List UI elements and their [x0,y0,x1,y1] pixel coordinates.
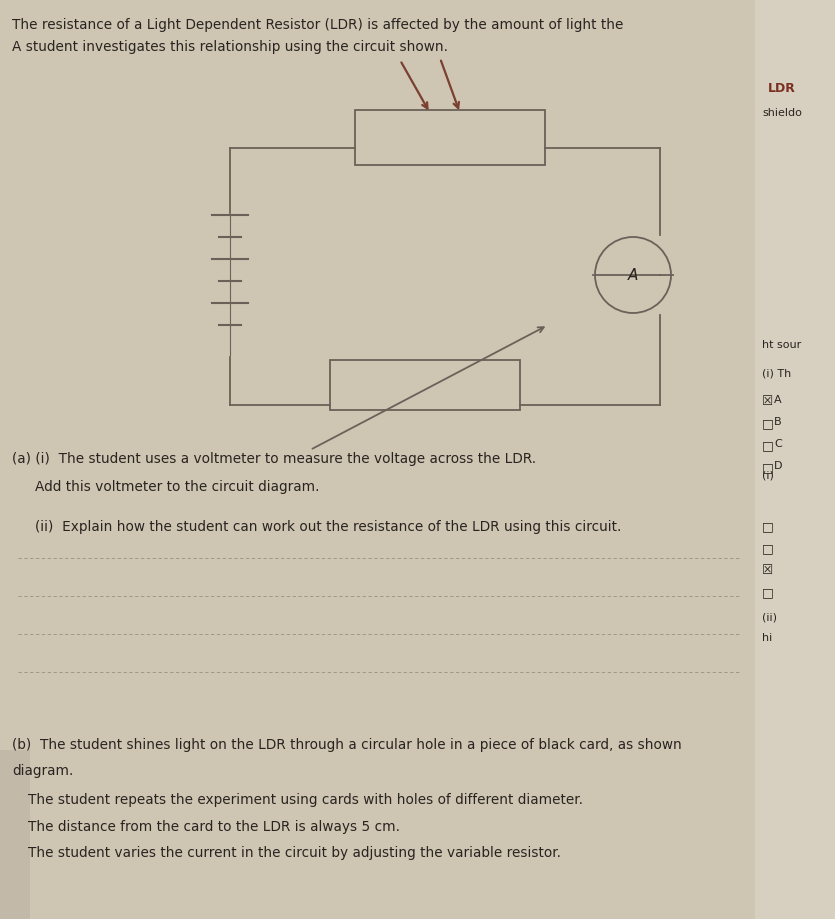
Text: ☒: ☒ [762,395,773,408]
Text: LDR: LDR [768,82,796,95]
Text: Add this voltmeter to the circuit diagram.: Add this voltmeter to the circuit diagra… [35,480,320,494]
Text: B: B [774,417,782,427]
Text: ht sour: ht sour [762,340,802,350]
Text: The student varies the current in the circuit by adjusting the variable resistor: The student varies the current in the ci… [28,846,561,860]
Text: The student repeats the experiment using cards with holes of different diameter.: The student repeats the experiment using… [28,793,583,807]
Text: □: □ [762,439,774,452]
Bar [0,750,30,919]
Bar [330,360,520,410]
Text: hi: hi [762,633,772,643]
Bar [755,0,835,919]
Text: □: □ [762,461,774,474]
Text: A student investigates this relationship using the circuit shown.: A student investigates this relationship… [12,40,448,54]
Text: (i): (i) [762,470,774,480]
Text: diagram.: diagram. [12,764,73,778]
Text: □: □ [762,586,774,599]
Text: (ii)  Explain how the student can work out the resistance of the LDR using this : (ii) Explain how the student can work ou… [35,520,621,534]
Text: A: A [774,395,782,405]
Text: □: □ [762,520,774,533]
Text: (i) Th: (i) Th [762,368,792,378]
Text: (b)  The student shines light on the LDR through a circular hole in a piece of b: (b) The student shines light on the LDR … [12,738,681,752]
Text: C: C [774,439,782,449]
Text: The resistance of a Light Dependent Resistor (LDR) is affected by the amount of : The resistance of a Light Dependent Resi… [12,18,624,32]
Text: A: A [628,267,638,282]
Bar [355,110,545,165]
Text: ☒: ☒ [762,564,773,577]
Text: D: D [774,461,782,471]
Text: □: □ [762,417,774,430]
Text: □: □ [762,542,774,555]
Text: (ii): (ii) [762,613,777,623]
Text: The distance from the card to the LDR is always 5 cm.: The distance from the card to the LDR is… [28,820,400,834]
Text: (a) (i)  The student uses a voltmeter to measure the voltage across the LDR.: (a) (i) The student uses a voltmeter to … [12,452,536,466]
Text: shieldo: shieldo [762,108,802,118]
